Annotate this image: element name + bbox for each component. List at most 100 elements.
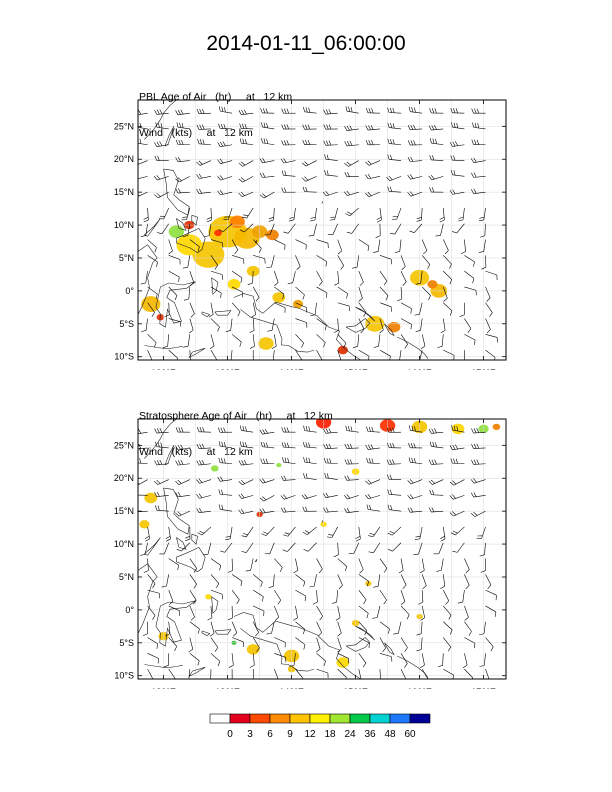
wind-barb: [218, 441, 233, 449]
wind-barb: [238, 493, 254, 499]
lat-tick-label: 25°N: [114, 440, 134, 450]
wind-barb: [302, 186, 317, 193]
wind-barb: [165, 621, 171, 637]
wind-barb: [241, 542, 254, 553]
wind-barb: [337, 574, 343, 590]
wind-barb: [289, 653, 296, 667]
wind-barb: [428, 124, 444, 131]
wind-barb: [436, 558, 444, 572]
lon-tick-label: 130°E: [215, 687, 240, 689]
wind-barb: [189, 558, 197, 573]
wind-barb: [189, 271, 195, 286]
wind-barb: [238, 508, 254, 515]
wind-barb: [252, 239, 262, 253]
wind-barb: [429, 489, 444, 496]
wind-barb: [266, 621, 275, 635]
wind-barb: [414, 302, 423, 316]
wind-barb: [227, 558, 233, 573]
wind-barb: [379, 637, 387, 653]
wind-barb: [138, 444, 148, 450]
wind-barb: [440, 574, 446, 589]
wind-barb: [400, 605, 410, 620]
wind-barb: [259, 191, 275, 199]
wind-barb: [181, 207, 191, 221]
wind-barb: [196, 173, 212, 179]
wind-barb: [182, 223, 191, 237]
wind-barb: [485, 637, 494, 652]
wind-barb: [259, 157, 275, 164]
colorbar: 0 3 6 9 12 18 24 36 48 60: [209, 713, 431, 740]
lat-tick-label: 25°N: [114, 121, 134, 131]
wind-barb: [379, 255, 392, 265]
wind-barb: [159, 542, 169, 555]
wind-barb: [415, 271, 423, 285]
lat-tick-label: 10°S: [114, 671, 134, 681]
wind-barb: [147, 605, 156, 620]
lat-tick-label: 10°N: [114, 539, 134, 549]
wind-barb: [470, 478, 486, 484]
wind-barb: [175, 176, 190, 183]
lon-tick-label: 160°E: [407, 687, 432, 689]
wind-barb: [379, 302, 392, 312]
wind-barb: [154, 109, 169, 115]
wind-barb: [415, 318, 423, 332]
wind-barb: [400, 668, 407, 679]
wind-barb: [271, 334, 277, 349]
wind-barb: [416, 207, 423, 222]
wind-barb: [470, 492, 486, 498]
wind-barb: [379, 349, 391, 360]
wind-barb: [189, 589, 197, 605]
wind-barb: [437, 653, 444, 668]
wind-barb: [261, 526, 275, 536]
wind-barb: [400, 653, 408, 668]
wind-barb: [337, 302, 350, 312]
wind-barb: [386, 175, 402, 182]
wind-barb: [168, 605, 180, 616]
wind-barb: [247, 271, 254, 285]
wind-barb: [168, 239, 173, 255]
field-blob-10: [276, 462, 282, 468]
wind-barb: [196, 493, 212, 499]
wind-barb: [366, 504, 380, 512]
wind-barb: [481, 255, 487, 270]
wind-barb: [259, 428, 275, 435]
colorbar-label: 3: [247, 729, 253, 740]
wind-barb: [324, 472, 338, 480]
wind-barb: [155, 441, 169, 449]
field-blobs: [141, 215, 448, 355]
wind-barb: [344, 459, 359, 465]
wind-barb: [408, 425, 423, 433]
coastlines: [138, 419, 429, 679]
wind-barb: [485, 302, 493, 317]
wind-barb: [259, 508, 275, 514]
wind-barb: [158, 207, 169, 220]
wind-barb: [400, 302, 412, 314]
main-title: 2014-01-11_06:00:00: [206, 32, 406, 55]
wind-barb: [419, 350, 423, 360]
wind-barb: [358, 605, 369, 619]
wind-barb: [471, 172, 486, 178]
wind-barb: [303, 457, 317, 465]
wind-barb: [308, 223, 317, 237]
wind-barb: [458, 207, 465, 222]
wind-barb: [231, 574, 243, 587]
wind-barb: [344, 140, 359, 147]
panel-2-line-2: Wind (kts) at 12 km: [139, 446, 253, 458]
wind-barb: [252, 350, 254, 360]
lon-tick-label: 170°E: [471, 687, 496, 689]
axis-labels: 120°E 130°E 140°E 150°E 160°E 170°E 25°N 20°N 15…: [114, 419, 506, 689]
wind-barb: [295, 239, 307, 250]
wind-barb: [471, 428, 486, 434]
lat-tick-label: 5°S: [119, 638, 134, 648]
wind-barb: [154, 428, 169, 434]
colorbar-swatch: [289, 713, 311, 724]
wind-barb: [408, 457, 423, 465]
map-panel-pbl: 120°E 130°E 140°E 150°E 160°E 170°E 25°N 20°N 15…: [114, 99, 507, 370]
field-blob-7: [139, 520, 150, 529]
wind-barb: [168, 286, 178, 301]
wind-barb: [358, 589, 367, 605]
wind-barb: [485, 334, 498, 343]
wind-barb: [373, 574, 381, 588]
field-blob-17: [387, 321, 401, 333]
wind-barb: [196, 160, 212, 166]
